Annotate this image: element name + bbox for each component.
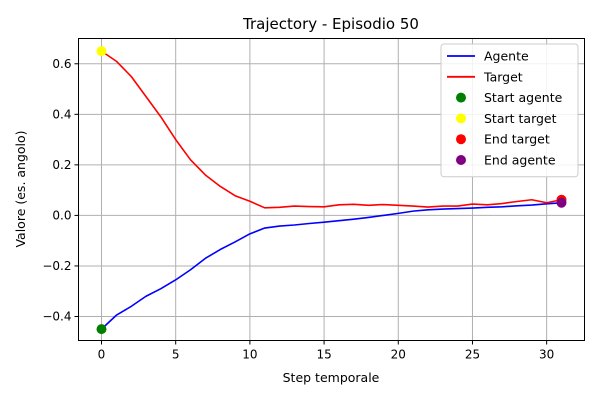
y-tick-label: 0.6 bbox=[52, 57, 71, 71]
legend-swatch-start-agente bbox=[456, 92, 466, 103]
x-tick-label: 20 bbox=[391, 348, 406, 362]
x-tick-label: 30 bbox=[539, 348, 554, 362]
series-line-agente bbox=[100, 201, 562, 330]
x-tick-label: 0 bbox=[98, 348, 106, 362]
legend-box bbox=[440, 43, 579, 178]
x-tick-label: 5 bbox=[172, 348, 180, 362]
y-tick-label: 0.0 bbox=[52, 208, 71, 222]
legend-swatch-end-target bbox=[456, 134, 466, 145]
legend-swatch-end-agente bbox=[456, 155, 466, 165]
series-line-target bbox=[101, 50, 562, 209]
x-axis-label: Step temporale bbox=[283, 370, 380, 385]
legend-label-agente: Agente bbox=[484, 49, 529, 64]
x-tick-label: 15 bbox=[316, 348, 331, 362]
legend-label-target: Target bbox=[483, 69, 523, 84]
legend-label-end-target: End target bbox=[484, 132, 550, 147]
chart-title: Trajectory - Episodio 50 bbox=[242, 15, 419, 33]
y-tick-label: −0.4 bbox=[42, 309, 71, 323]
legend-swatch-start-target bbox=[456, 113, 466, 124]
point-start-target bbox=[96, 46, 107, 57]
ticks: 0 5 10 15 20 25 30 −0.4 −0.2 0.0 0.2 0.4 0.6 bbox=[42, 57, 554, 362]
legend-label-end-agente: End agente bbox=[484, 153, 556, 168]
plot-frame bbox=[78, 38, 585, 341]
series-layer bbox=[100, 50, 562, 330]
x-tick-label: 10 bbox=[242, 348, 257, 362]
legend: Agente Target Start agente Start target End … bbox=[440, 43, 579, 178]
y-tick-label: 0.2 bbox=[52, 158, 71, 172]
point-start-agente bbox=[96, 324, 107, 335]
x-tick-label: 25 bbox=[465, 348, 480, 362]
legend-label-start-target: Start target bbox=[484, 111, 557, 126]
y-tick-label: −0.2 bbox=[42, 259, 71, 273]
legend-label-start-agente: Start agente bbox=[484, 90, 563, 105]
points-layer bbox=[96, 46, 567, 335]
point-end-agente bbox=[556, 197, 567, 208]
y-tick-label: 0.4 bbox=[52, 107, 71, 121]
y-axis-label: Valore (es. angolo) bbox=[13, 130, 28, 247]
